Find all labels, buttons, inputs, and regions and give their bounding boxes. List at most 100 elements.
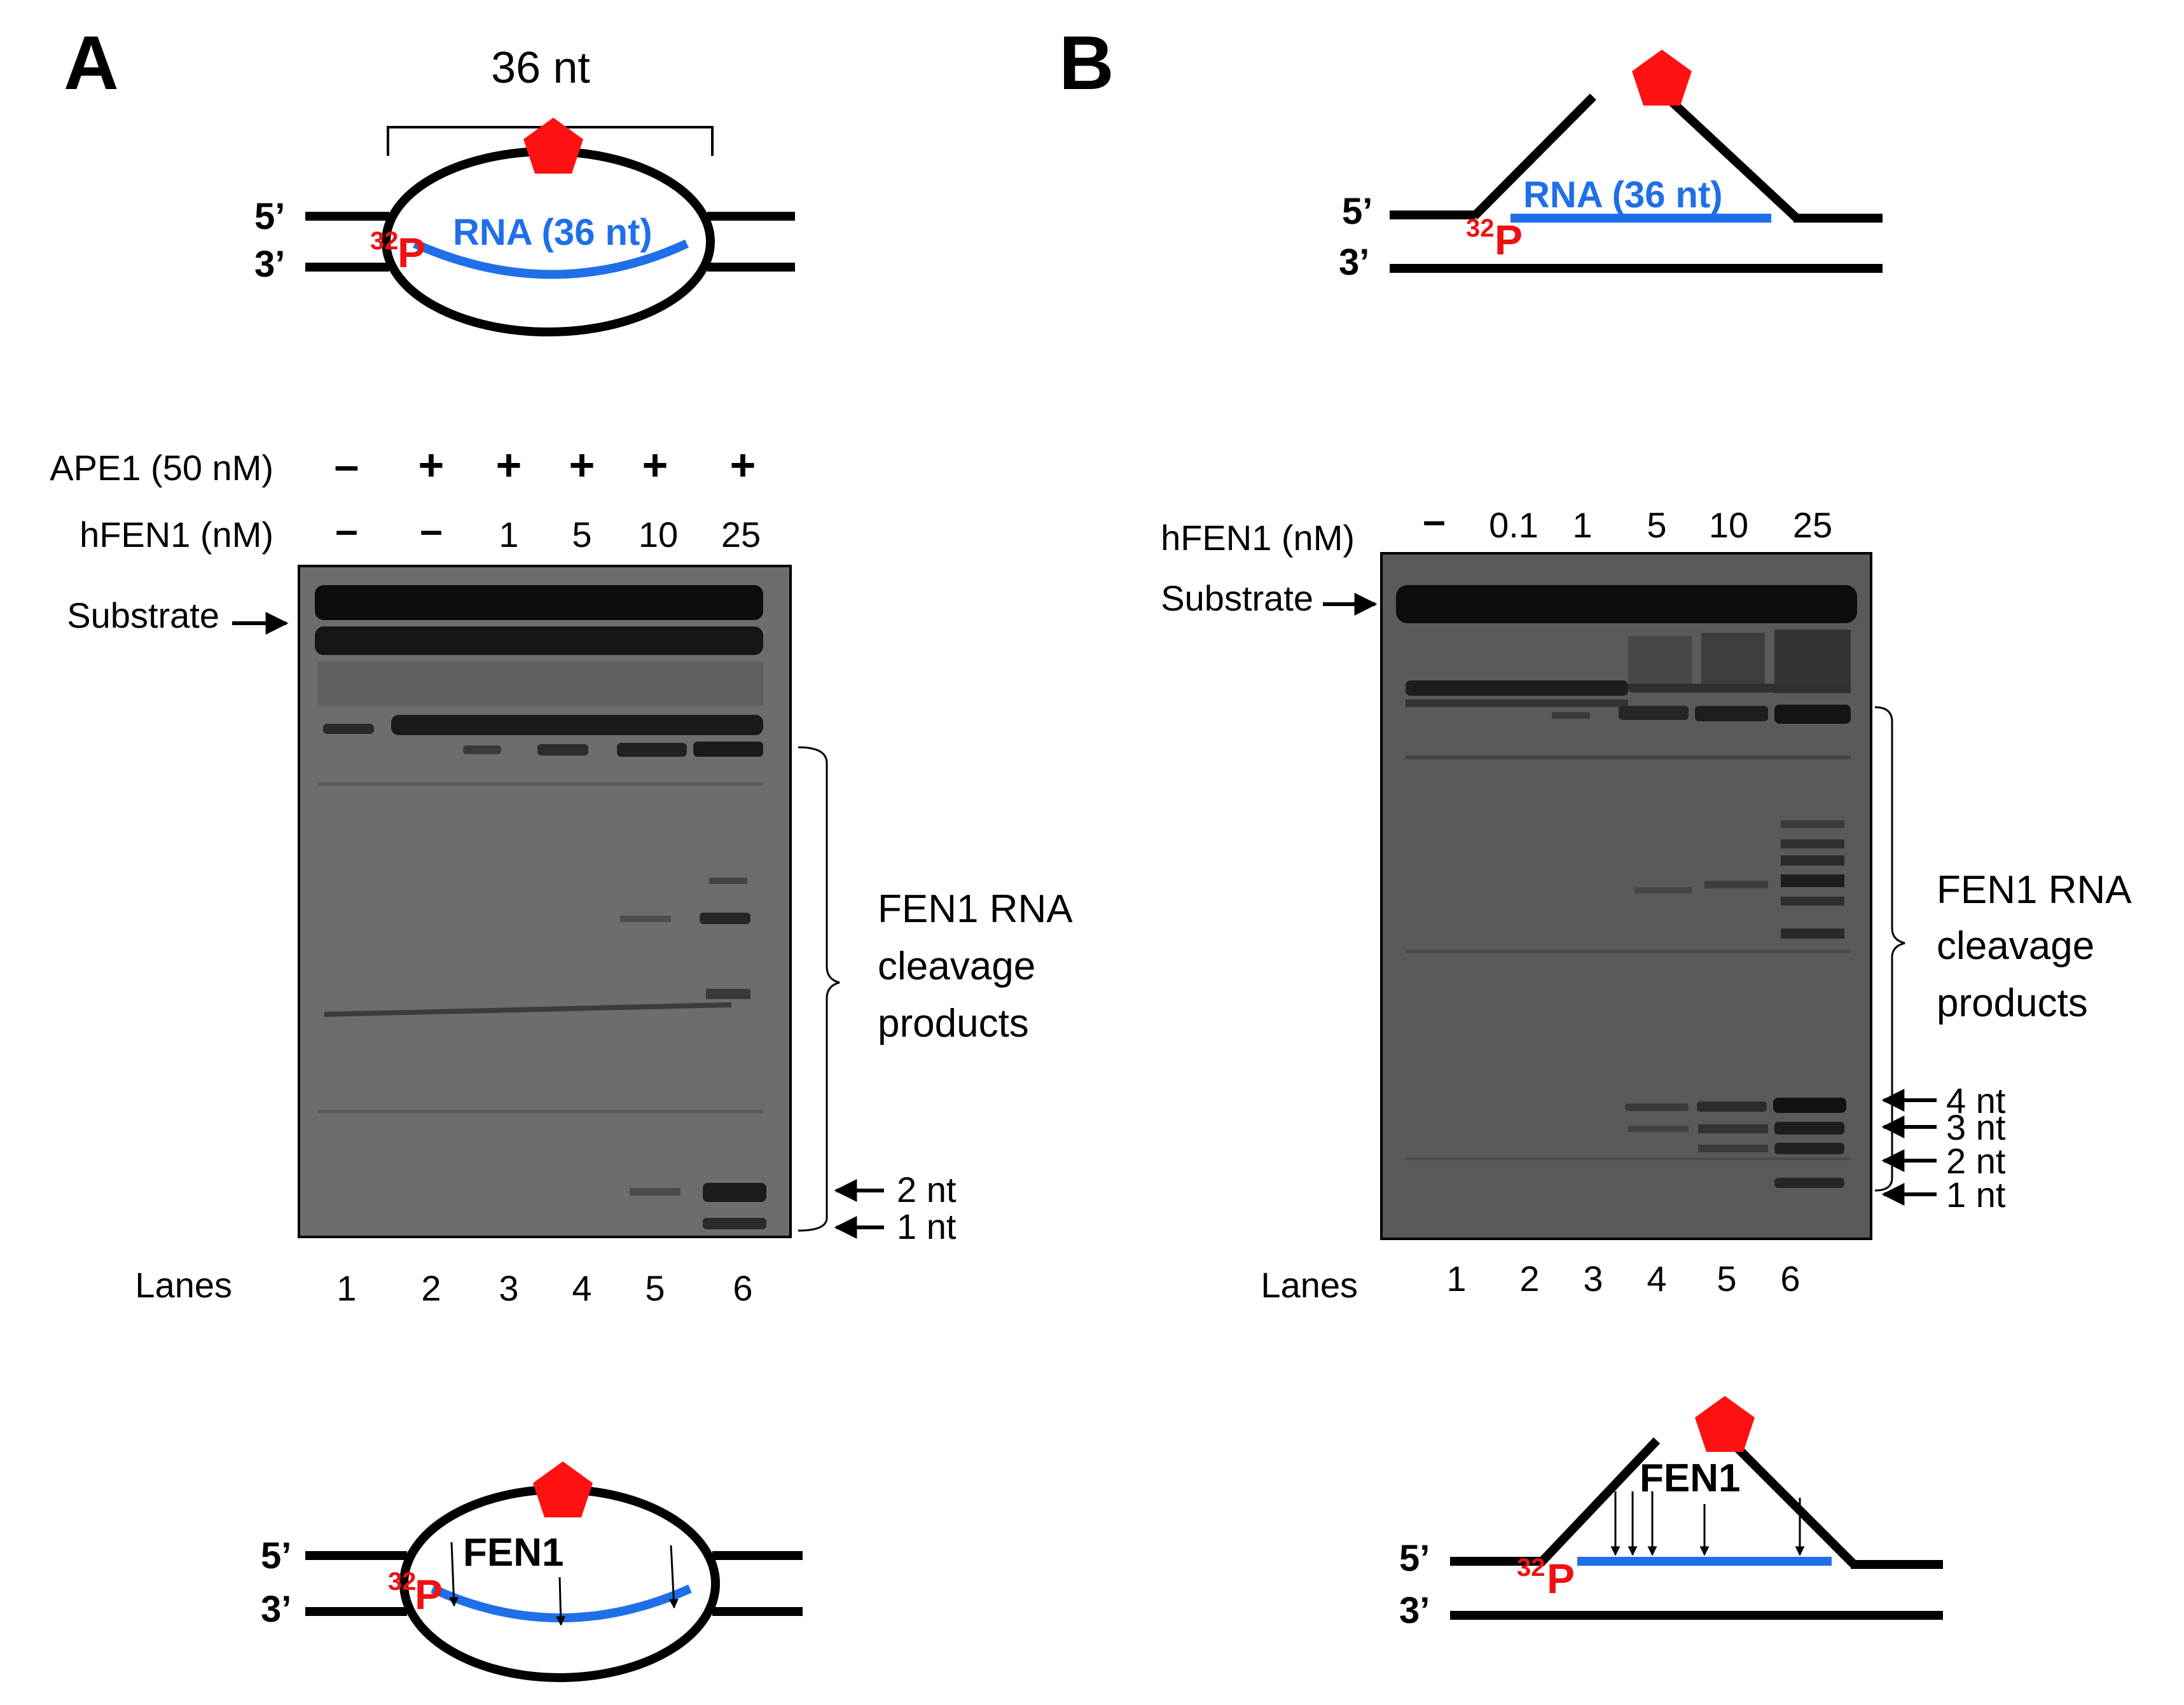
gel-band bbox=[1698, 1124, 1768, 1133]
strand-3-label: 3’ bbox=[261, 1589, 291, 1630]
flap-left-arm bbox=[1537, 1437, 1661, 1566]
lesion-pentagon bbox=[1695, 1396, 1755, 1452]
gel-band bbox=[1698, 1145, 1768, 1152]
strand-5-label: 5’ bbox=[1399, 1538, 1430, 1579]
rna-strand bbox=[413, 239, 689, 279]
ape1-value: + bbox=[569, 440, 595, 490]
panel-b-fen1-diagram: 5’ 3’ 32 P FEN1 bbox=[1399, 1396, 1943, 1631]
ape1-value: + bbox=[496, 440, 522, 490]
gel-band bbox=[1406, 949, 1851, 953]
span-label: 36 nt bbox=[491, 43, 590, 92]
ape1-value: + bbox=[642, 440, 668, 490]
ape1-value: + bbox=[418, 440, 445, 490]
lane-number: 5 bbox=[1717, 1259, 1736, 1299]
gel-band bbox=[1628, 684, 1851, 693]
lesion-pentagon bbox=[523, 118, 583, 174]
cleavage-arrow bbox=[668, 1545, 679, 1609]
strand-5-label: 5’ bbox=[261, 1535, 291, 1577]
products-label-line: FEN1 RNA bbox=[878, 887, 1073, 931]
strand-3-label: 3’ bbox=[1339, 242, 1369, 283]
p32-letter: P bbox=[1495, 216, 1523, 263]
gel-band bbox=[1406, 680, 1628, 696]
p32-superscript: 32 bbox=[370, 227, 399, 255]
gel-band bbox=[1773, 1098, 1846, 1113]
p32-letter: P bbox=[415, 1571, 443, 1618]
products-brace bbox=[798, 746, 840, 1232]
gel-band bbox=[1781, 897, 1844, 906]
hfen1-value: 5 bbox=[572, 514, 591, 555]
gel-smear bbox=[1774, 630, 1851, 693]
gel-band bbox=[1781, 928, 1844, 939]
gel-band bbox=[391, 715, 763, 735]
gel-band bbox=[1781, 820, 1844, 828]
lane-number: 2 bbox=[1519, 1259, 1539, 1299]
gel-band bbox=[318, 782, 763, 786]
lesion-pentagon bbox=[533, 1461, 593, 1517]
gel-b bbox=[1380, 552, 1872, 1240]
gel-band bbox=[700, 913, 750, 924]
gel-band bbox=[315, 585, 763, 620]
gel-smear bbox=[318, 661, 763, 706]
hfen1-value: 1 bbox=[1572, 505, 1592, 545]
gel-band bbox=[1774, 705, 1851, 724]
gel-band bbox=[1625, 1103, 1689, 1111]
p32-superscript: 32 bbox=[388, 1568, 417, 1596]
gel-band bbox=[537, 744, 588, 756]
nt-label: 1 nt bbox=[1946, 1175, 2006, 1215]
gel-band bbox=[630, 1188, 681, 1196]
strand-3-label: 3’ bbox=[254, 244, 285, 285]
lane-number: 5 bbox=[645, 1268, 665, 1308]
hfen1-value: 5 bbox=[1647, 505, 1666, 545]
gel-band bbox=[1552, 712, 1590, 719]
gel-band bbox=[1697, 1101, 1767, 1112]
ape1-value: – bbox=[335, 440, 359, 490]
p32-letter: P bbox=[397, 229, 425, 276]
flap-right-arm bbox=[1727, 1437, 1857, 1568]
gel-band bbox=[1704, 881, 1768, 888]
hfen1-value: 0.1 bbox=[1489, 505, 1538, 545]
flap-right-arm bbox=[1663, 93, 1800, 222]
gel-band bbox=[1406, 1157, 1851, 1160]
gel-band bbox=[1781, 855, 1844, 866]
strand-5-label: 5’ bbox=[254, 196, 285, 237]
nt-label: 2 nt bbox=[897, 1170, 957, 1210]
nt-label: 2 nt bbox=[1946, 1141, 2006, 1181]
hfen1-value: – bbox=[335, 507, 358, 553]
gel-band bbox=[1396, 585, 1857, 623]
p32-superscript: 32 bbox=[1517, 1554, 1545, 1582]
lane-number: 3 bbox=[499, 1268, 518, 1308]
nt-label: 3 nt bbox=[1946, 1107, 2006, 1147]
panel-a-letter: A bbox=[64, 20, 119, 106]
p32-superscript: 32 bbox=[1466, 214, 1495, 242]
strand-5-label: 5’ bbox=[1342, 191, 1372, 232]
panel-a-fen1-diagram: 5’ 3’ 32 P FEN1 bbox=[261, 1461, 803, 1682]
gel-band bbox=[1774, 1143, 1844, 1154]
panel-a-bubble-diagram: 36 nt 5’ 3’ 32 P RNA (36 nt) bbox=[254, 43, 795, 336]
substrate-label: Substrate bbox=[1161, 578, 1313, 618]
rna-label: RNA (36 nt) bbox=[453, 212, 653, 253]
fen1-label: FEN1 bbox=[463, 1531, 563, 1575]
gel-band bbox=[693, 742, 763, 757]
lane-number: 3 bbox=[1583, 1259, 1603, 1299]
lane-number: 1 bbox=[336, 1268, 356, 1308]
flap-left-arm bbox=[1471, 93, 1596, 219]
p32-letter: P bbox=[1547, 1555, 1575, 1602]
lane-number: 4 bbox=[572, 1268, 591, 1308]
gel-band bbox=[1774, 1178, 1844, 1188]
panel-a: A 36 nt 5’ 3’ 32 P RNA (36 nt) APE1 (50 … bbox=[50, 20, 1073, 1682]
products-label-line: cleavage bbox=[1937, 924, 2094, 968]
hfen1-value: 25 bbox=[1793, 505, 1832, 545]
gel-band bbox=[1774, 1122, 1844, 1135]
gel-band bbox=[706, 989, 750, 999]
gel-smear bbox=[1628, 636, 1692, 687]
lane-number: 2 bbox=[421, 1268, 441, 1308]
gel-band bbox=[620, 916, 671, 922]
ape1-label: APE1 (50 nM) bbox=[50, 448, 273, 488]
gel-band bbox=[315, 626, 763, 655]
lane-number: 1 bbox=[1446, 1259, 1466, 1299]
panel-b: B 5’ 3’ 32 P RNA (36 nt) hFEN1 (nM) – 0.… bbox=[1059, 20, 2132, 1631]
gel-band bbox=[324, 1002, 732, 1017]
products-brace bbox=[1874, 706, 1905, 1192]
lesion-pentagon bbox=[1632, 50, 1692, 106]
